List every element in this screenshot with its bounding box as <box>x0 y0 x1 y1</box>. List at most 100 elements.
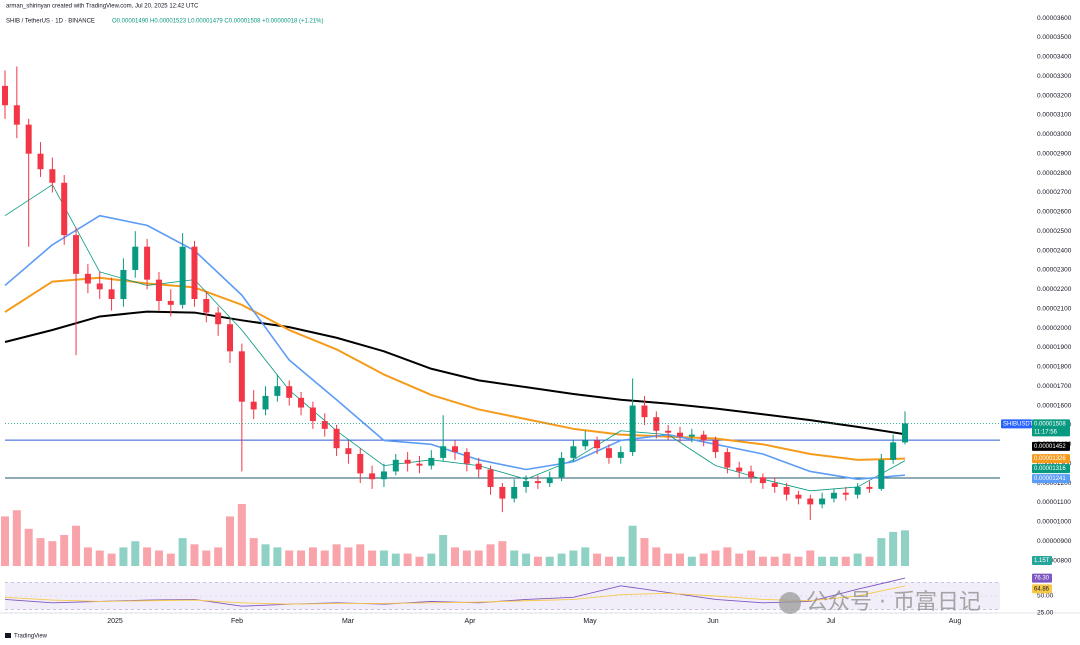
candle-body <box>345 448 352 455</box>
candle-body <box>155 279 162 301</box>
candle-body <box>487 469 494 487</box>
volume-bar <box>818 556 827 566</box>
volume-bar <box>581 547 590 566</box>
candle-body <box>570 446 577 458</box>
candle-body <box>866 486 873 489</box>
candle-body <box>144 246 151 280</box>
candle-body <box>854 486 861 495</box>
candle-body <box>238 351 245 402</box>
rsi-line <box>4 585 906 605</box>
y-tick-label: 0.00000900 <box>1037 538 1072 545</box>
volume-bar <box>865 556 874 566</box>
volume-bar <box>297 550 306 566</box>
y-tick-label: 0.00003300 <box>1037 73 1072 80</box>
y-tick-label: 0.00002300 <box>1037 267 1072 274</box>
candle-body <box>511 486 518 499</box>
y-tick-label: 0.00003100 <box>1037 112 1072 119</box>
volume-bar <box>48 541 57 566</box>
candle-body <box>203 299 210 313</box>
candle-body <box>546 477 553 484</box>
candle-body <box>830 492 837 499</box>
ma-badge <box>1032 464 1070 474</box>
watermark: 公众号 · 币富日记 <box>806 590 981 615</box>
y-tick-label: 0.00001600 <box>1037 402 1072 409</box>
symbol-badge-label: SHIBUSDT <box>1003 421 1034 427</box>
ma-badge-label: 0.00001452 <box>1034 444 1066 450</box>
y-tick-label: 0.00001000 <box>1037 519 1072 526</box>
volume-bar <box>522 553 531 566</box>
volume-bar <box>178 538 187 566</box>
candle-body <box>463 452 470 464</box>
x-tick-label: Mar <box>342 618 355 625</box>
volume-bar <box>687 556 696 566</box>
volume-bar <box>782 553 791 566</box>
volume-bar <box>510 550 519 566</box>
candle-body <box>594 440 601 449</box>
y-tick-label: 0.00002200 <box>1037 286 1072 293</box>
candle-body <box>759 477 766 484</box>
volume-bar <box>770 556 779 566</box>
y-tick-label: 0.00002400 <box>1037 247 1072 254</box>
volume-bar <box>379 550 388 566</box>
volume-bar <box>60 535 69 566</box>
y-tick-label: 0.00001100 <box>1037 499 1071 506</box>
volume-bar <box>166 553 175 566</box>
ohlc: O0.00001490 H0.00001523 L0.00001479 C0.0… <box>112 19 324 25</box>
volume-bar <box>226 516 234 566</box>
y-tick-label: 0.00002600 <box>1037 209 1072 216</box>
candle-body <box>724 452 731 468</box>
x-tick-label: Apr <box>465 618 477 625</box>
y-tick-label: 0.00003200 <box>1037 92 1072 99</box>
volume-bar <box>1 516 9 566</box>
y-tick-label: 0.00003500 <box>1037 34 1072 41</box>
rsi-badge <box>1032 584 1052 594</box>
volume-bar <box>569 550 578 566</box>
ma-badge-label: 0.00001326 <box>1034 456 1066 462</box>
volume-bar <box>415 556 424 566</box>
volume-bar <box>758 556 767 566</box>
candle-body <box>807 498 814 505</box>
candle-body <box>523 481 530 487</box>
candle-body <box>452 446 458 453</box>
candle-body <box>890 442 897 460</box>
volume-bar <box>498 541 507 566</box>
candle-body <box>416 463 423 466</box>
ma-badge <box>1032 454 1070 464</box>
x-tick-label: 2025 <box>107 618 123 625</box>
candle-body <box>84 273 91 284</box>
countdown: 11:17:56 <box>1034 429 1058 435</box>
candle-body <box>61 182 68 236</box>
y-tick-label: 0.00003400 <box>1037 54 1072 61</box>
candle-body <box>108 289 115 300</box>
price-badge-label: 0.00001508 <box>1034 421 1066 427</box>
volume-bar <box>604 556 613 566</box>
y-tick-label: 0.00002500 <box>1037 228 1072 235</box>
volume-bar <box>391 553 400 566</box>
volume-bar <box>368 550 377 566</box>
candle-body <box>902 423 908 443</box>
candle-body <box>842 492 849 495</box>
candle-body <box>712 440 719 453</box>
volume-bar <box>214 547 223 566</box>
y-tick-label: 0.00003600 <box>1037 15 1072 22</box>
ma-badge-label: 0.00001241 <box>1034 476 1066 482</box>
candle-body <box>309 407 316 422</box>
volume-bar <box>735 553 744 566</box>
candle-body <box>605 448 612 458</box>
volume-badge-label: 1.15T <box>1034 558 1050 564</box>
candle-body <box>13 105 20 125</box>
x-tick-label: May <box>583 618 597 625</box>
volume-bar <box>794 556 803 566</box>
volume-bar <box>474 550 483 566</box>
volume-bar <box>545 556 554 566</box>
volume-bar <box>427 553 436 566</box>
candle-body <box>321 421 328 429</box>
volume-bar <box>652 547 661 566</box>
candle-body <box>120 269 127 300</box>
volume-bar <box>237 504 246 566</box>
volume-bar <box>403 553 412 566</box>
ma-badge <box>1032 474 1070 484</box>
y-tick-label: 0.00001700 <box>1037 383 1072 390</box>
volume-badge <box>1032 556 1052 565</box>
